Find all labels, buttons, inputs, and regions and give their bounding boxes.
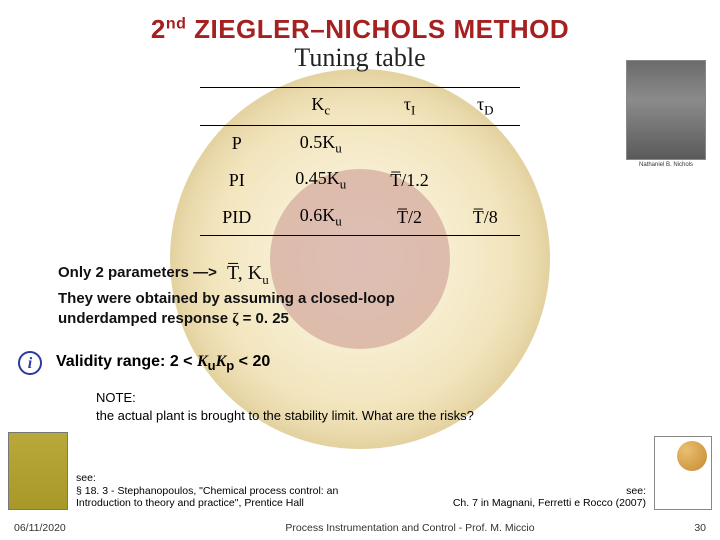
table-header-ti: τI — [368, 88, 451, 126]
book-cover-left — [8, 432, 68, 510]
footer-title: Process Instrumentation and Control - Pr… — [154, 522, 666, 534]
info-icon: i — [18, 351, 42, 375]
footer-page-number: 30 — [666, 522, 706, 534]
table-row: PID 0.6Ku T̅/2 T̅/8 — [200, 199, 520, 236]
book-cover-right — [654, 436, 712, 510]
table-row: PI 0.45Ku T̅/1.2 — [200, 162, 520, 199]
portrait-caption: Nathaniel B. Nichols — [626, 162, 706, 168]
portrait-nichols — [626, 60, 706, 160]
validity-range: Validity range: 2 < KuKp < 20 — [56, 353, 270, 373]
footer-date: 06/11/2020 — [14, 522, 154, 534]
reference-right: see: Ch. 7 in Magnani, Ferretti e Rocco … — [406, 485, 646, 510]
table-header-td: τD — [451, 88, 520, 126]
table-header-kc: Kc — [273, 88, 368, 126]
slide-title: 2nd ZIEGLER–NICHOLS METHOD — [0, 0, 720, 45]
table-header-blank — [200, 88, 273, 126]
note-block: NOTE: the actual plant is brought to the… — [96, 389, 616, 424]
reference-left: see: § 18. 3 - Stephanopoulos, "Chemical… — [76, 472, 376, 510]
parameters-paragraph: Only 2 parameters ―> T̅, Ku They were ob… — [58, 260, 720, 329]
slide-subtitle: Tuning table — [0, 43, 720, 73]
tuning-table: Kc τI τD P 0.5Ku PI 0.45Ku T̅/1.2 — [200, 87, 520, 236]
slide-footer: 06/11/2020 Process Instrumentation and C… — [0, 522, 720, 534]
table-row: P 0.5Ku — [200, 125, 520, 162]
